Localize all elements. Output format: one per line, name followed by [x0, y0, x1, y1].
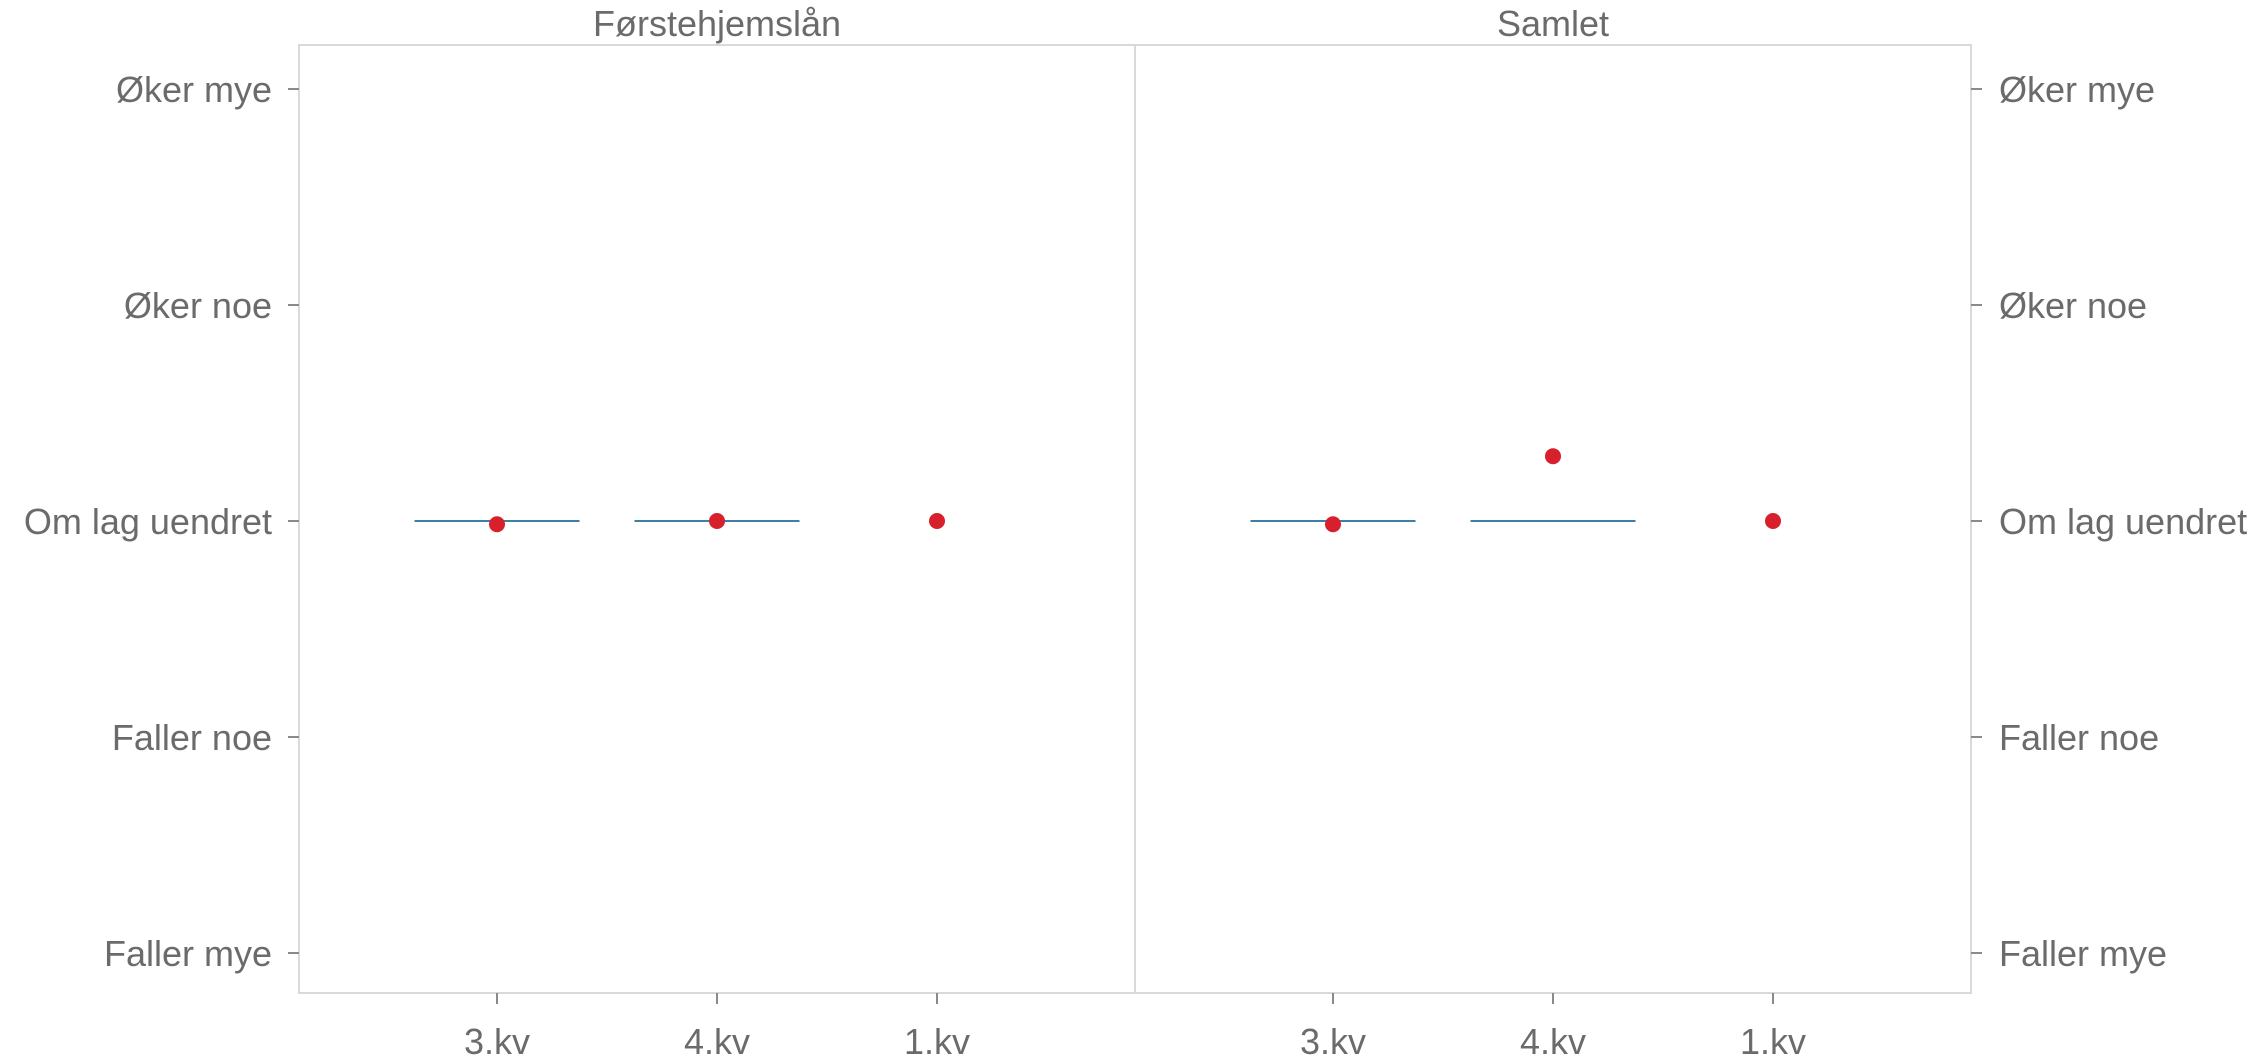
panel-titles: Førstehjemslån Samlet	[593, 3, 1609, 44]
x-tick-label: 3.kv	[464, 1021, 530, 1062]
x-tick-label: 1.kv	[1740, 1021, 1806, 1062]
y-tick-label-right: Øker mye	[1999, 69, 2155, 110]
y-tick-label-left: Øker noe	[124, 285, 272, 326]
panel-title: Førstehjemslån	[593, 3, 841, 44]
data-point	[489, 516, 505, 533]
point-series	[489, 448, 1781, 533]
y-axis-right: Øker mye Øker noe Om lag uendret Faller noe…	[1971, 69, 2247, 974]
y-tick-label-left: Øker mye	[116, 69, 272, 110]
x-axis: 3.kv 4.kv 1.kv 3.kv 4.kv 1.kv	[464, 993, 1806, 1062]
data-point	[929, 513, 945, 529]
data-point	[1545, 448, 1561, 465]
panel-title: Samlet	[1497, 3, 1609, 44]
y-tick-label-right: Faller mye	[1999, 933, 2167, 974]
x-tick-label: 4.kv	[684, 1021, 750, 1062]
x-tick-label: 3.kv	[1300, 1021, 1366, 1062]
x-tick-label: 4.kv	[1520, 1021, 1586, 1062]
y-tick-label-right: Faller noe	[1999, 717, 2159, 758]
y-tick-label-left: Om lag uendret	[24, 501, 272, 542]
y-tick-label-right: Øker noe	[1999, 285, 2147, 326]
y-axis-left: Øker mye Øker noe Om lag uendret Faller noe…	[24, 69, 299, 974]
y-tick-label-left: Faller mye	[104, 933, 272, 974]
data-point	[1765, 513, 1781, 529]
y-tick-label-right: Om lag uendret	[1999, 501, 2247, 542]
y-tick-label-left: Faller noe	[112, 717, 272, 758]
data-point	[1325, 516, 1341, 533]
x-tick-label: 1.kv	[904, 1021, 970, 1062]
data-point	[709, 513, 725, 529]
plot-frame	[298, 44, 1972, 994]
